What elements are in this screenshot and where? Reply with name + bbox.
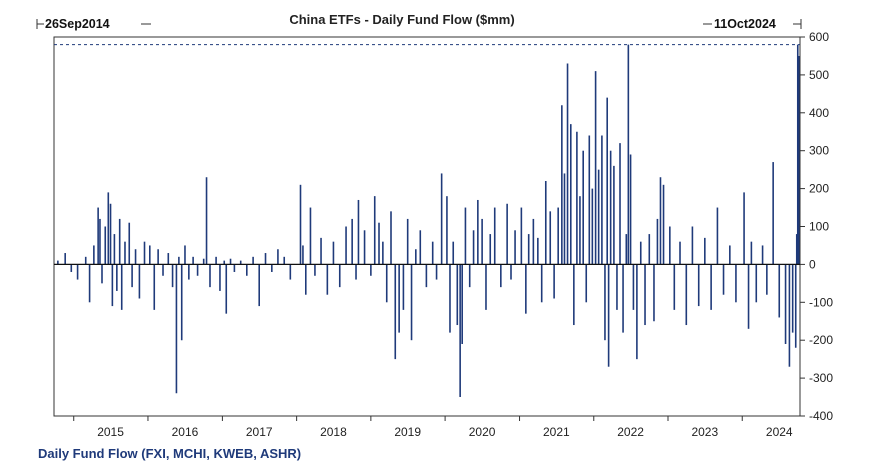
y-tick-label: -200 <box>809 333 833 347</box>
x-tick-label: 2018 <box>320 425 347 439</box>
x-tick-label: 2022 <box>617 425 644 439</box>
y-tick-label: -100 <box>809 295 833 309</box>
y-tick-label: 400 <box>809 106 829 120</box>
y-axis: 600 500 400 300 200 100 0 -100 -200 -300 -400 <box>800 30 833 423</box>
x-tick-label: 2015 <box>97 425 124 439</box>
x-tick-label: 2021 <box>543 425 570 439</box>
x-tick-label: 2017 <box>246 425 273 439</box>
x-axis: 2015 2016 2017 2018 2019 2020 2021 2022 2023 2024 <box>73 416 793 439</box>
end-date-marker: 11Oct2024 <box>703 17 802 31</box>
y-tick-label: 300 <box>809 144 829 158</box>
start-date-marker: 26Sep2014 <box>36 17 151 31</box>
bars-group <box>57 44 800 398</box>
legend-label: Daily Fund Flow (FXI, MCHI, KWEB, ASHR) <box>38 446 301 461</box>
x-tick-label: 2023 <box>691 425 718 439</box>
x-tick-label: 2016 <box>172 425 199 439</box>
x-tick-label: 2024 <box>766 425 793 439</box>
y-tick-label: 200 <box>809 182 829 196</box>
x-tick-label: 2020 <box>469 425 496 439</box>
y-tick-label: -300 <box>809 371 833 385</box>
y-tick-label: 500 <box>809 68 829 82</box>
y-tick-label: -400 <box>809 409 833 423</box>
x-tick-label: 2019 <box>394 425 421 439</box>
y-tick-label: 0 <box>809 257 816 271</box>
y-tick-label: 600 <box>809 30 829 44</box>
start-date-label: 26Sep2014 <box>45 17 110 31</box>
plot-frame <box>53 36 801 417</box>
chart-title: China ETFs - Daily Fund Flow ($mm) <box>289 12 514 27</box>
end-date-label: 11Oct2024 <box>714 17 776 31</box>
y-tick-label: 100 <box>809 220 829 234</box>
